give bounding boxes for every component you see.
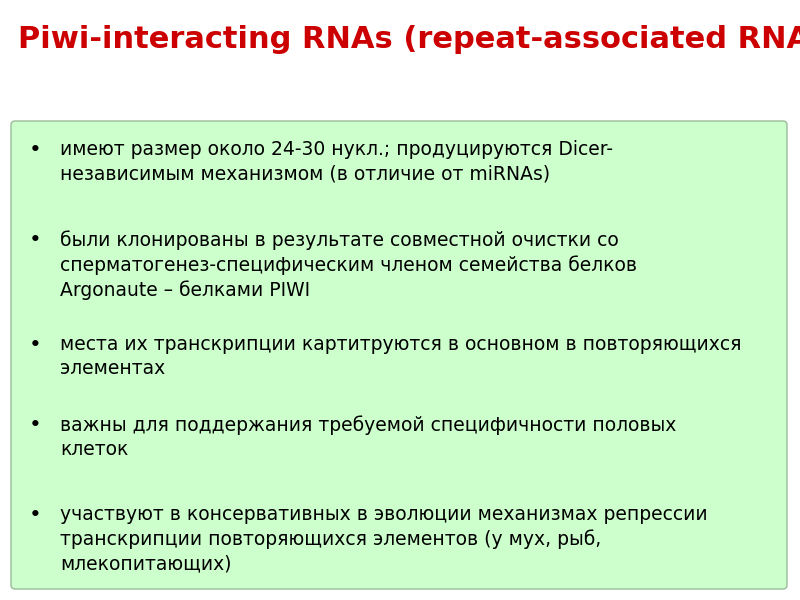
Text: •: • [29, 505, 42, 525]
Text: важны для поддержания требуемой специфичности половых
клеток: важны для поддержания требуемой специфич… [60, 415, 676, 459]
Text: Piwi-interacting RNAs (repeat-associated RNAs): Piwi-interacting RNAs (repeat-associated… [18, 25, 800, 54]
Text: места их транскрипции картитруются в основном в повторяющихся
элементах: места их транскрипции картитруются в осн… [60, 335, 742, 378]
Text: •: • [29, 230, 42, 250]
Text: •: • [29, 140, 42, 160]
Text: имеют размер около 24-30 нукл.; продуцируются Dicer-
независимым механизмом (в о: имеют размер около 24-30 нукл.; продуцир… [60, 140, 613, 183]
Text: участвуют в консервативных в эволюции механизмах репрессии
транскрипции повторяю: участвуют в консервативных в эволюции ме… [60, 505, 708, 574]
Text: •: • [29, 335, 42, 355]
FancyBboxPatch shape [11, 121, 787, 589]
Text: •: • [29, 415, 42, 435]
Text: были клонированы в результате совместной очистки со
сперматогенез-специфическим : были клонированы в результате совместной… [60, 230, 637, 300]
